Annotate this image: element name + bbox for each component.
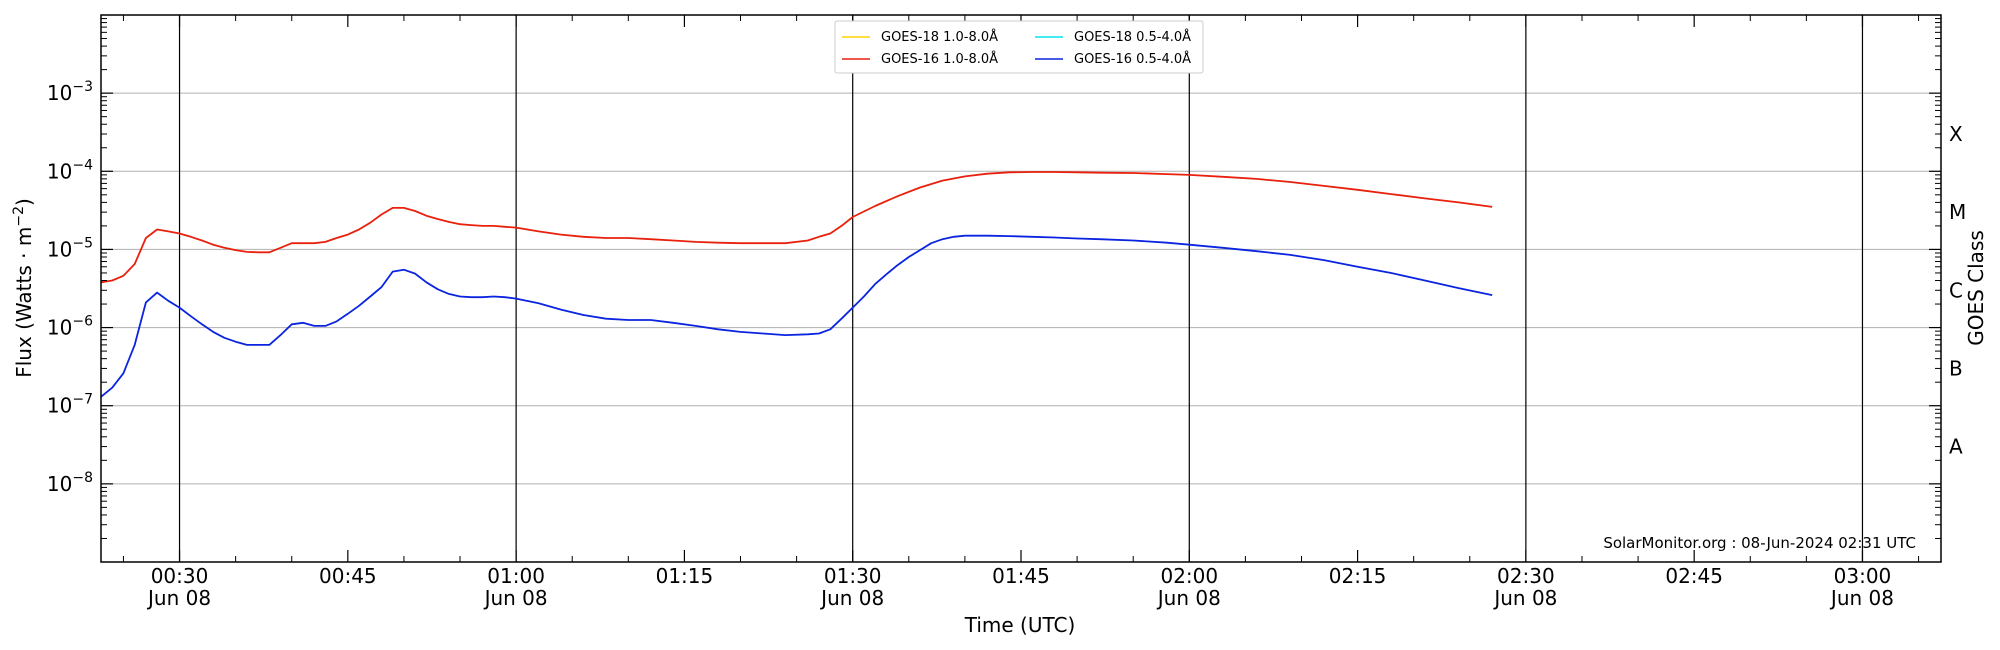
y-tick-label: 10−3 — [47, 79, 93, 105]
x-tick-label: 00:30 — [151, 564, 209, 588]
y-tick-label: 10−6 — [47, 314, 93, 340]
legend-label-goes18-short: GOES-18 0.5-4.0Å — [1074, 29, 1191, 45]
goes-class-label: X — [1949, 122, 1963, 146]
axis-ticks — [101, 15, 1941, 562]
gridlines — [101, 92, 1941, 485]
goes-class-label: A — [1949, 435, 1963, 459]
y-tick-label: 10−8 — [47, 470, 93, 496]
x-tick-label: 02:30 — [1497, 564, 1555, 588]
y-axis-title: Flux (Watts · m−2) — [11, 198, 36, 378]
x-tick-date-label: Jun 08 — [819, 586, 884, 610]
x-tick-label: 01:15 — [656, 564, 714, 588]
goes-class-label: C — [1949, 278, 1963, 302]
x-tick-label: 01:30 — [824, 564, 882, 588]
y-tick-label: 10−4 — [47, 157, 93, 183]
y-tick-label: 10−5 — [47, 235, 93, 261]
x-tick-label: 02:15 — [1329, 564, 1387, 588]
x-tick-label: 02:00 — [1160, 564, 1218, 588]
plot-frame — [100, 14, 1942, 563]
legend-box — [834, 20, 1204, 74]
legend: GOES-18 1.0-8.0Å GOES-16 1.0-8.0Å GOES-1… — [834, 20, 1204, 74]
goes-class-labels: A B C M X — [1949, 122, 1966, 459]
x-tick-label: 02:45 — [1665, 564, 1723, 588]
series-lines — [100, 171, 1493, 398]
x-tick-label: 01:45 — [992, 564, 1050, 588]
x-tick-date-label: Jun 08 — [483, 586, 548, 610]
x-tick-label: 01:00 — [487, 564, 545, 588]
x-tick-date-label: Jun 08 — [1492, 586, 1557, 610]
legend-label-goes16-short: GOES-16 0.5-4.0Å — [1074, 51, 1191, 67]
x-tick-label: 00:45 — [319, 564, 377, 588]
legend-label-goes18-long: GOES-18 1.0-8.0Å — [881, 29, 998, 45]
goes-class-label: B — [1949, 356, 1963, 380]
source-annotation: SolarMonitor.org : 08-Jun-2024 02:31 UTC — [1603, 534, 1916, 552]
series-line-3 — [100, 234, 1493, 398]
x-tick-date-label: Jun 08 — [1829, 586, 1894, 610]
legend-label-goes16-long: GOES-16 1.0-8.0Å — [881, 51, 998, 67]
y-tick-label: 10−7 — [47, 392, 93, 418]
x-tick-label: 03:00 — [1834, 564, 1892, 588]
x-tick-date-label: Jun 08 — [1156, 586, 1221, 610]
half-hour-markers — [178, 15, 1864, 562]
goes-class-label: M — [1949, 200, 1966, 224]
series-line-2 — [100, 171, 1493, 284]
x-tick-date-label: Jun 08 — [146, 586, 211, 610]
x-axis-title: Time (UTC) — [964, 613, 1076, 637]
goes-class-axis-title: GOES Class — [1964, 230, 1988, 346]
